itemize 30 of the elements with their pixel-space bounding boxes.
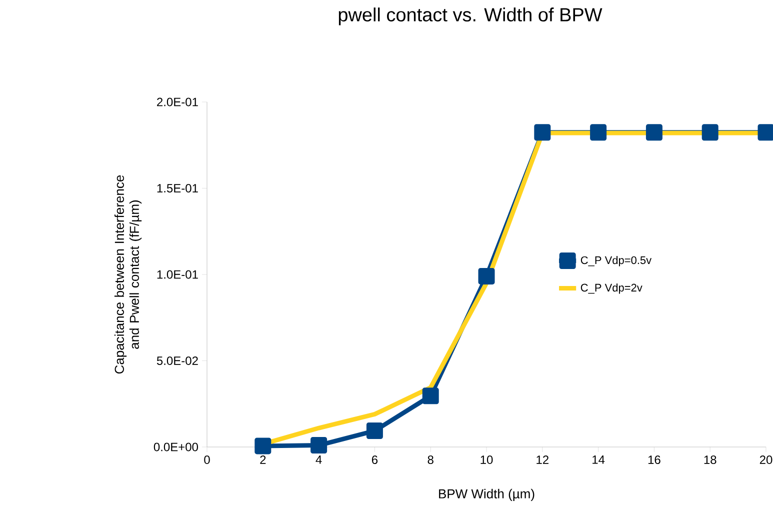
chart-title: pwell contact vs. Width of BPW [338,8,602,26]
point [366,422,383,440]
y-axis-title: Capacitance between Interference and Pwell contact (fF/µm) [114,175,142,374]
x-tick-label: 6 [372,456,378,464]
y-tick-label: 0.0E+00 [154,442,198,452]
x-tick-label: 12 [536,456,548,464]
x-axis-title: BPW Width (µm) [439,488,534,501]
x-tick-label: 8 [428,456,434,464]
point [310,437,328,454]
x-tick-label: 0 [204,456,210,464]
point [702,124,718,141]
x-tick-label: 4 [316,456,322,464]
x-tick-label: 20 [760,456,772,464]
x-tick-label: 14 [592,456,605,464]
x-tick-label: 10 [480,456,493,464]
point [590,124,607,141]
x-tick-label: 16 [648,456,660,464]
legend-label: C_P Vdp=2v [580,283,642,294]
x-tick-label: 18 [704,456,716,464]
point [646,124,662,141]
legend-label: C_P Vdp=0.5v [580,256,652,266]
point [478,268,495,284]
point [254,438,272,454]
y-tick-label: 5.0E-02 [156,356,198,365]
x-tick-label: 2 [260,456,266,464]
point [534,124,551,141]
y-tick-label: 1.5E-01 [157,184,198,192]
point [422,388,439,404]
y-tick-label: 2.0E-01 [157,98,198,106]
y-tick-label: 1.0E-01 [157,270,198,279]
